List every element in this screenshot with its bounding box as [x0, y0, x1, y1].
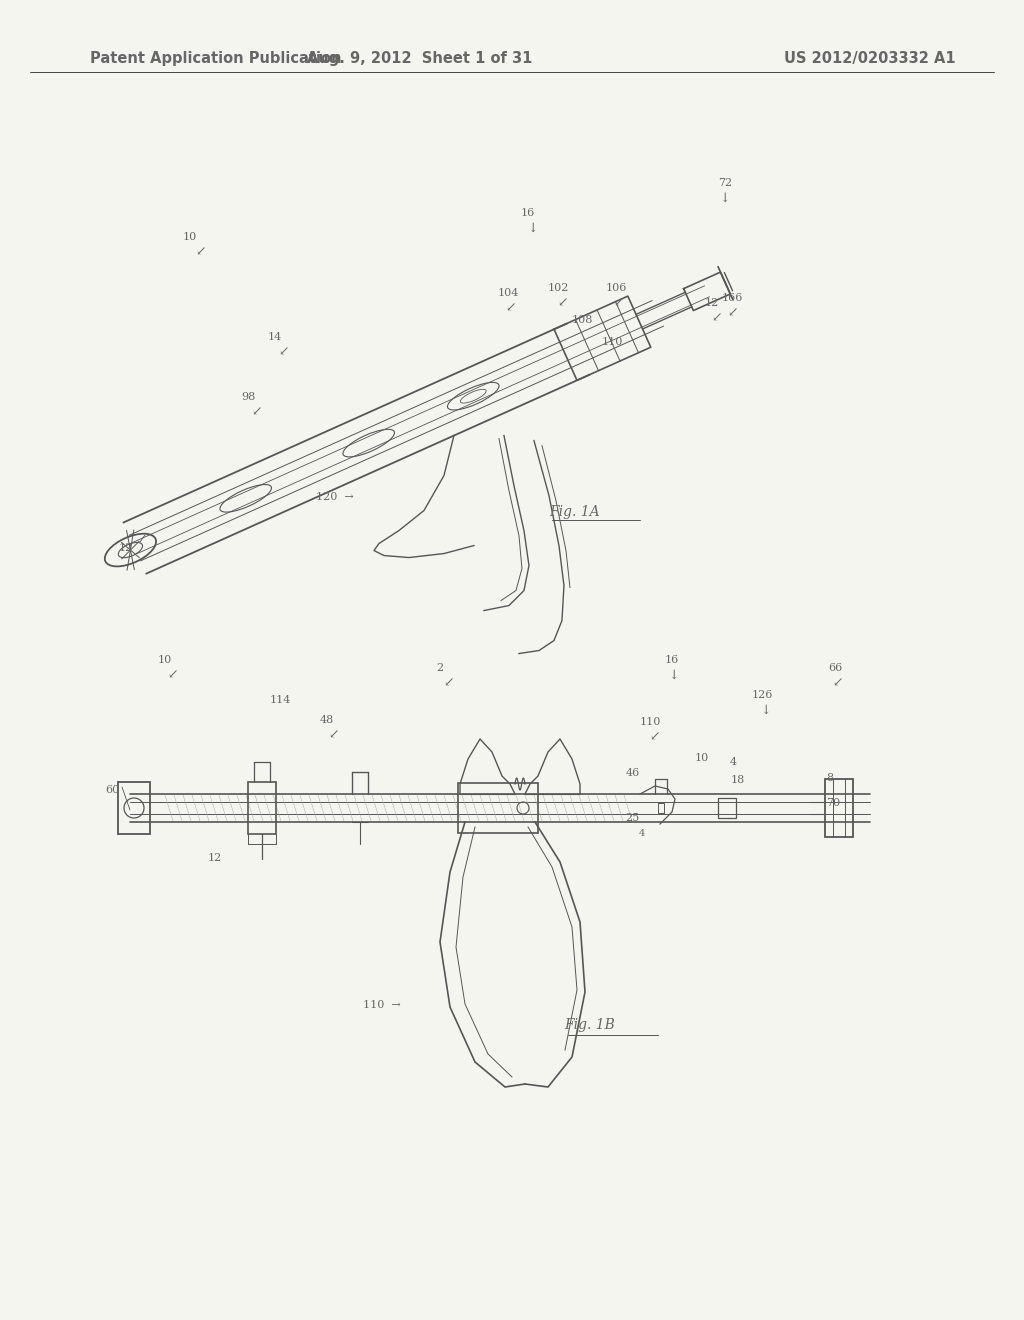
Text: 60: 60: [104, 785, 119, 795]
Text: ↙: ↙: [612, 297, 624, 309]
Text: 66: 66: [827, 663, 842, 673]
Text: ↙: ↙: [328, 729, 338, 742]
Text: 16: 16: [665, 655, 679, 665]
Text: 10: 10: [158, 655, 172, 665]
Text: 10: 10: [695, 752, 710, 763]
Text: 106: 106: [605, 282, 627, 293]
Text: ↙: ↙: [167, 668, 177, 681]
Text: ↙: ↙: [831, 676, 843, 689]
Bar: [825, 779, 853, 837]
Text: 114: 114: [269, 696, 291, 705]
Text: ↙: ↙: [195, 246, 205, 259]
Text: 120  →: 120 →: [316, 492, 354, 502]
Text: 46: 46: [626, 768, 640, 777]
Text: 2: 2: [436, 663, 443, 673]
Text: Fig. 1A: Fig. 1A: [550, 506, 600, 519]
Text: 110  →: 110 →: [364, 1001, 400, 1010]
Text: 12: 12: [705, 298, 719, 308]
Text: 110: 110: [639, 717, 660, 727]
Text: 108: 108: [571, 315, 593, 325]
Text: US 2012/0203332 A1: US 2012/0203332 A1: [784, 50, 955, 66]
Text: Patent Application Publication: Patent Application Publication: [90, 50, 341, 66]
Text: 48: 48: [319, 715, 334, 725]
Text: 166: 166: [721, 293, 742, 304]
Text: 18: 18: [731, 775, 745, 785]
Text: ↙: ↙: [649, 730, 659, 743]
Text: ↙: ↙: [442, 676, 454, 689]
Text: 70: 70: [826, 799, 840, 808]
Text: ↙: ↙: [278, 346, 288, 359]
Text: 25: 25: [625, 813, 639, 822]
Text: ↙: ↙: [505, 301, 515, 314]
Text: ↓: ↓: [669, 668, 679, 681]
Text: 4: 4: [639, 829, 645, 837]
Text: ↙: ↙: [557, 297, 567, 309]
Text: 14: 14: [268, 333, 283, 342]
Text: 104: 104: [498, 288, 519, 298]
Text: 98: 98: [241, 392, 255, 403]
Text: ↙: ↙: [251, 405, 261, 418]
Text: ↓: ↓: [720, 191, 730, 205]
Bar: [248, 781, 276, 834]
Text: 102: 102: [547, 282, 568, 293]
Bar: [458, 783, 538, 833]
Text: 12: 12: [208, 853, 222, 863]
Text: Aug. 9, 2012  Sheet 1 of 31: Aug. 9, 2012 Sheet 1 of 31: [307, 50, 532, 66]
Text: 4: 4: [729, 756, 736, 767]
Bar: [118, 781, 150, 834]
Text: 8: 8: [826, 774, 834, 783]
Text: 126: 126: [752, 690, 773, 700]
Text: ↓: ↓: [761, 704, 771, 717]
Text: ↓: ↓: [527, 222, 539, 235]
Text: ↙: ↙: [711, 312, 721, 325]
Text: ↙: ↙: [727, 306, 737, 319]
Bar: [718, 799, 736, 818]
Text: 12: 12: [119, 543, 133, 553]
Bar: [658, 803, 664, 813]
Text: 16: 16: [521, 209, 536, 218]
Text: Fig. 1B: Fig. 1B: [564, 1018, 615, 1032]
Text: 72: 72: [718, 178, 732, 187]
Text: 110: 110: [601, 337, 623, 347]
Text: 10: 10: [183, 232, 198, 242]
